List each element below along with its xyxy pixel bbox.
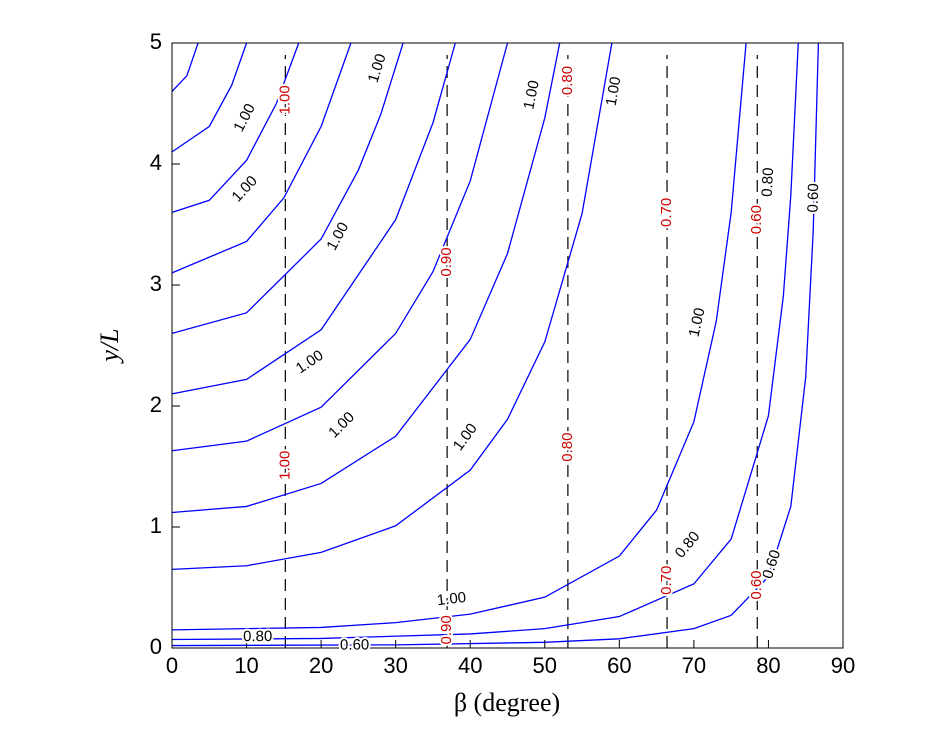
contour-line bbox=[171, 42, 799, 641]
x-axis-title: β (degree) bbox=[454, 688, 560, 717]
contour-label: 0.80 bbox=[559, 66, 576, 95]
contour-line bbox=[171, 42, 352, 274]
contour-label: 0.90 bbox=[438, 247, 455, 276]
y-tick-label: 0 bbox=[150, 634, 162, 659]
contour-line bbox=[171, 42, 199, 92]
contour-label: 0.80 bbox=[243, 628, 272, 645]
contour-label: 0.60 bbox=[748, 205, 765, 234]
contour-line bbox=[171, 42, 300, 214]
x-tick-label: 20 bbox=[309, 653, 333, 678]
contour-label: 0.80 bbox=[759, 167, 777, 197]
y-tick-label: 4 bbox=[150, 150, 162, 175]
contour-label: 1.00 bbox=[276, 451, 293, 480]
contour-label: 0.70 bbox=[658, 566, 675, 595]
x-tick-label: 30 bbox=[383, 653, 407, 678]
y-tick-label: 3 bbox=[150, 271, 162, 296]
contour-line bbox=[171, 42, 820, 647]
x-tick-label: 40 bbox=[458, 653, 482, 678]
contour-label: 0.90 bbox=[438, 615, 455, 644]
contour-label: 0.80 bbox=[559, 433, 576, 462]
contour-line bbox=[171, 42, 747, 631]
plot-frame bbox=[171, 42, 844, 649]
contour-line bbox=[171, 42, 404, 335]
x-tick-label: 50 bbox=[533, 653, 557, 678]
y-tick-label: 1 bbox=[150, 513, 162, 538]
contour-label: 1.00 bbox=[436, 589, 467, 609]
y-tick-label: 5 bbox=[150, 29, 162, 54]
contour-label: 0.60 bbox=[340, 636, 369, 653]
contour-line bbox=[171, 42, 613, 570]
contour-label: 0.60 bbox=[748, 570, 765, 599]
plot-area bbox=[171, 42, 820, 648]
contour-label: 0.70 bbox=[658, 198, 675, 227]
y-tick-label: 2 bbox=[150, 392, 162, 417]
x-tick-label: 90 bbox=[831, 653, 855, 678]
contour-label: 0.60 bbox=[804, 183, 822, 213]
contour-line bbox=[171, 42, 509, 452]
contour-line bbox=[171, 42, 248, 153]
x-tick-label: 10 bbox=[234, 653, 258, 678]
contour-label: 1.00 bbox=[276, 85, 293, 114]
x-tick-label: 70 bbox=[682, 653, 706, 678]
x-tick-label: 60 bbox=[607, 653, 631, 678]
y-axis-title: y/L bbox=[95, 328, 124, 364]
x-tick-label: 80 bbox=[756, 653, 780, 678]
contour-line bbox=[171, 42, 456, 395]
contour-line bbox=[171, 42, 561, 514]
x-tick-label: 0 bbox=[166, 653, 178, 678]
